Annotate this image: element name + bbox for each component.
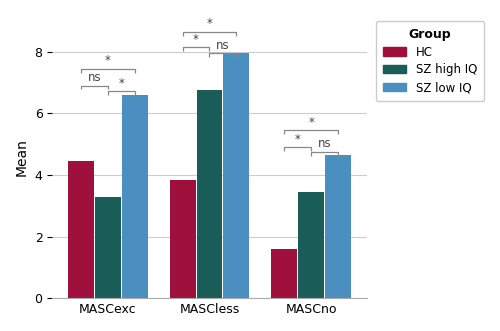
Bar <box>170 180 196 298</box>
Text: *: * <box>295 133 300 146</box>
Text: *: * <box>105 54 110 67</box>
Text: ns: ns <box>216 39 230 52</box>
Bar <box>196 90 222 298</box>
Bar <box>95 197 120 298</box>
Bar <box>122 95 148 298</box>
Text: *: * <box>206 18 212 30</box>
Text: *: * <box>118 77 124 90</box>
Bar <box>272 249 297 298</box>
Bar <box>224 54 249 298</box>
Bar <box>68 161 94 298</box>
Text: ns: ns <box>88 71 101 84</box>
Bar <box>325 155 351 298</box>
Legend: HC, SZ high IQ, SZ low IQ: HC, SZ high IQ, SZ low IQ <box>376 21 484 101</box>
Text: *: * <box>308 116 314 129</box>
Y-axis label: Mean: Mean <box>15 138 29 175</box>
Bar <box>298 192 324 298</box>
Text: *: * <box>193 33 199 46</box>
Text: ns: ns <box>318 137 332 150</box>
